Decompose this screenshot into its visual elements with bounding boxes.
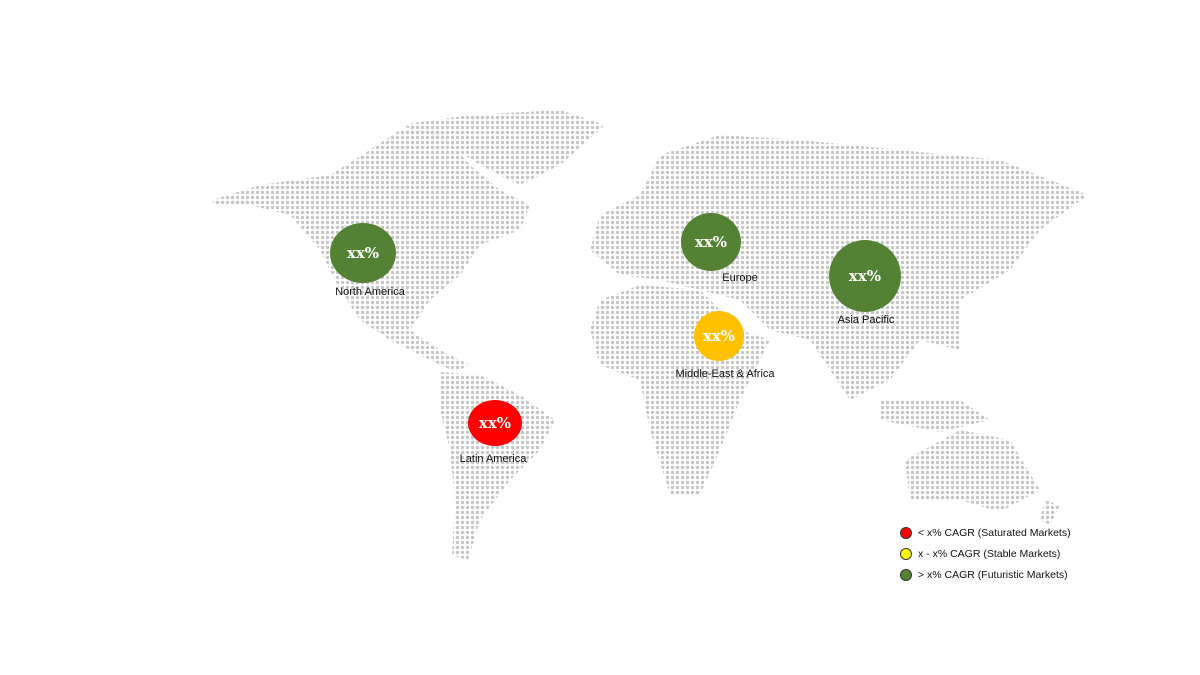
region-bubble-asia-pacific: xx% — [829, 240, 901, 312]
legend-label: < x% CAGR (Saturated Markets) — [918, 526, 1071, 539]
continent-greenland — [400, 110, 605, 185]
region-label: Europe — [722, 272, 758, 284]
region-value: xx% — [702, 327, 736, 345]
green-dot-icon — [900, 568, 912, 581]
region-label: Middle-East & Africa — [675, 368, 775, 380]
region-value: xx% — [346, 244, 380, 262]
legend-label: x - x% CAGR (Stable Markets) — [918, 547, 1061, 560]
region-value: xx% — [694, 233, 728, 251]
legend: < x% CAGR (Saturated Markets) x - x% CAG… — [900, 522, 1071, 585]
region-bubble-middle-east-africa: xx% — [694, 311, 744, 361]
legend-label: > x% CAGR (Futuristic Markets) — [918, 568, 1068, 581]
region-value: xx% — [478, 414, 512, 432]
continent-africa — [590, 285, 770, 495]
legend-item-futuristic: > x% CAGR (Futuristic Markets) — [900, 564, 1071, 585]
continent-australia — [905, 430, 1040, 512]
region-label: Latin America — [459, 453, 527, 465]
region-bubble-latin-america: xx% — [468, 400, 522, 446]
region-bubble-europe: xx% — [681, 213, 741, 271]
island-new-zealand — [1040, 500, 1060, 525]
legend-item-saturated: < x% CAGR (Saturated Markets) — [900, 522, 1071, 543]
region-label: Asia Pacific — [837, 314, 895, 326]
red-dot-icon — [900, 526, 912, 539]
continent-se-asia-islands — [880, 400, 990, 432]
yellow-dot-icon — [900, 547, 912, 560]
region-label: North America — [335, 286, 405, 298]
region-bubble-north-america: xx% — [330, 223, 396, 283]
region-value: xx% — [848, 267, 882, 285]
legend-item-stable: x - x% CAGR (Stable Markets) — [900, 543, 1071, 564]
